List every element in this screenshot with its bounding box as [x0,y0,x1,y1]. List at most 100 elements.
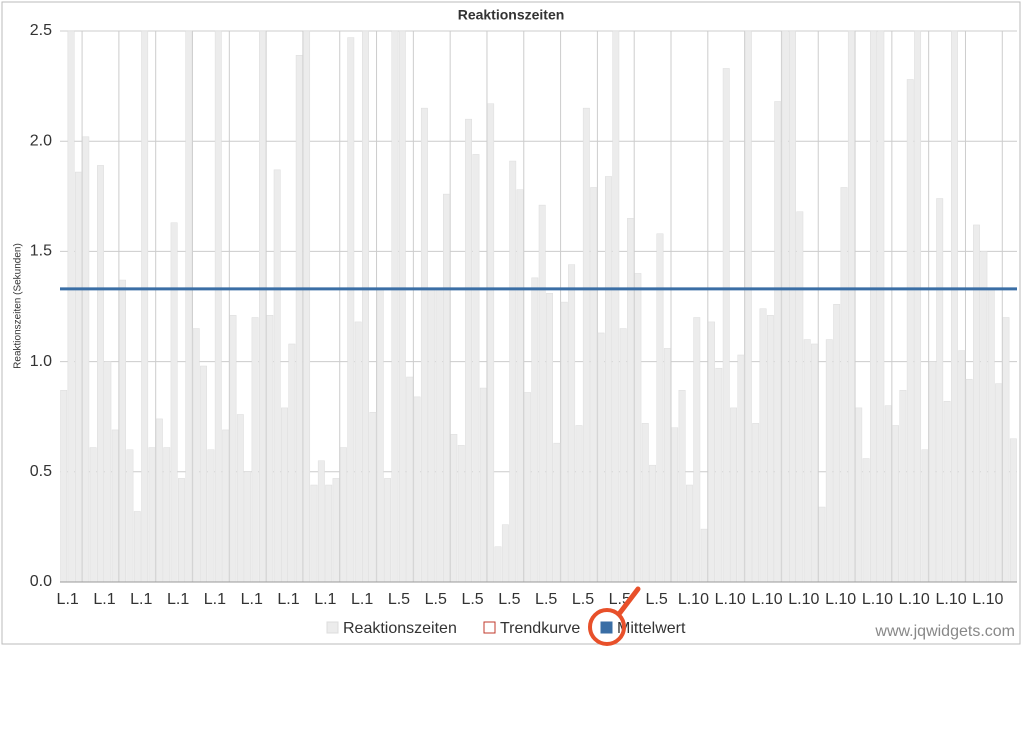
x-tick-label: L.10 [751,591,782,608]
x-tick-label: L.1 [167,591,189,608]
bar [553,442,561,583]
y-tick-label: 0.5 [30,463,52,480]
bar [597,332,605,583]
x-tick-label: L.10 [972,591,1003,608]
y-tick-label: 1.0 [30,353,52,370]
bar [472,154,480,583]
bar [612,30,620,583]
bar [479,387,487,583]
bar [899,390,907,583]
bar [708,321,715,583]
bar [870,30,877,583]
x-tick-label: L.5 [461,591,483,608]
x-tick-label: L.5 [572,591,594,608]
bar [759,308,767,583]
bar [936,198,944,583]
bar [671,427,679,583]
bar [796,211,804,583]
bar [980,251,988,583]
x-tick-label: L.1 [314,591,336,608]
bar [693,317,701,583]
bar [715,367,723,583]
bar [332,478,340,583]
x-tick-label: L.10 [678,591,709,608]
bar [229,315,237,583]
bar [877,30,885,583]
bar [568,264,576,583]
bar [310,484,318,583]
bar [619,328,627,583]
highlight-circle [588,608,626,646]
bar [148,447,156,583]
bar [685,484,693,583]
bar [200,365,207,583]
bar [987,288,995,583]
x-tick-label: L.10 [825,591,856,608]
bar [384,478,392,583]
x-tick-label: L.5 [535,591,557,608]
bar [906,79,914,583]
bar [560,301,568,583]
bar [133,511,141,583]
legend-label: Reaktionszeiten [343,620,457,637]
bar [465,118,472,583]
bar [803,339,811,583]
bar [111,429,119,583]
x-tick-label: L.1 [277,591,299,608]
bar [273,169,281,583]
bar [774,101,782,583]
bar [847,30,855,583]
legend-swatch [326,621,339,634]
bar [509,160,517,583]
bar [266,315,274,583]
bar [376,288,384,583]
bar [627,218,634,583]
bar [369,412,377,583]
bar [789,30,796,583]
bar [457,445,465,583]
bar [943,401,951,583]
y-axis-label: Reaktionszeiten (Sekunden) [13,243,24,369]
bar [413,396,421,583]
bar [538,204,546,583]
bar [752,423,760,583]
bar [420,107,428,583]
bar [178,478,185,583]
bar [60,390,68,583]
bar [435,288,443,583]
bar [590,187,598,583]
bar [921,449,929,583]
bar [391,30,399,583]
bar [575,425,583,583]
bar [251,317,259,583]
watermark: www.jqwidgets.com [874,623,1015,640]
x-tick-label: L.1 [93,591,115,608]
bar [950,30,958,583]
y-tick-label: 2.0 [30,132,52,149]
bar [259,30,266,583]
legend-label: Mittelwert [617,620,686,637]
bar [1009,438,1017,583]
bar [965,378,973,583]
bar [288,343,296,583]
bar [833,304,841,583]
bar [362,30,369,583]
legend-label: Trendkurve [500,620,580,637]
bar [222,429,230,583]
bar [74,171,82,583]
bar [119,279,127,583]
y-tick-label: 2.5 [30,22,52,39]
highlight-handle [616,586,641,617]
bar [582,107,590,583]
x-tick-label: L.1 [204,591,226,608]
bar [170,222,178,583]
bar [722,68,730,583]
bar [781,30,789,583]
bar [663,348,671,583]
x-tick-label: L.1 [130,591,152,608]
bar [546,293,553,583]
bar [295,54,303,583]
bar [958,350,966,583]
bar [973,224,980,583]
